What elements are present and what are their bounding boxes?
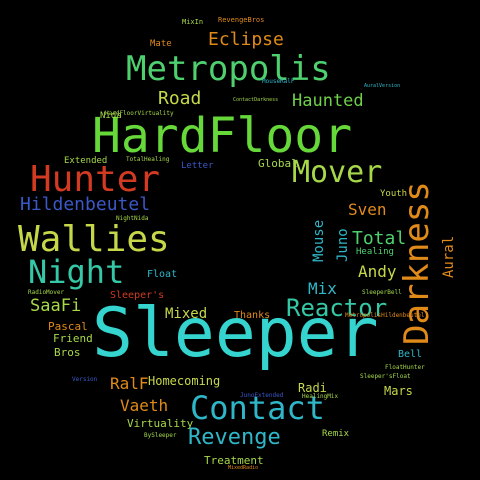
word-sleeper-bell: SleeperBell xyxy=(362,289,402,296)
word-by-sleeper: BySleeper xyxy=(144,432,177,439)
word-nida: Nida xyxy=(100,111,122,121)
word-sven: Sven xyxy=(348,200,387,219)
word-aural: Aural xyxy=(441,235,457,278)
word-mixed-radio: MixedRadio xyxy=(228,465,259,471)
word-revenge: Revenge xyxy=(188,425,281,450)
word-float-hunter: FloatHunter xyxy=(385,364,425,371)
word-mix-in: MixIn xyxy=(182,18,204,26)
word-youth: Youth xyxy=(380,189,408,199)
word-metropolis: Metropolis xyxy=(126,49,331,89)
word-juno-extended: JunoExtended xyxy=(240,392,284,399)
word-juno: Juno xyxy=(335,228,351,262)
word-mars: Mars xyxy=(384,384,413,398)
word-reactor: Reactor xyxy=(286,294,388,322)
word-night: Night xyxy=(28,253,125,291)
word-sleepers-float: Sleeper'sFloat xyxy=(360,373,411,380)
word-contact: Contact xyxy=(190,389,325,427)
word-mixed: Mixed xyxy=(165,306,208,322)
word-homecoming: Homecoming xyxy=(148,374,221,388)
word-andy: Andy xyxy=(358,262,397,281)
word-metropolis-hildenbeutel: MetropolisHildenbeutel xyxy=(345,312,425,319)
word-friend: Friend xyxy=(53,332,93,345)
word-healing-mix: HealingMix xyxy=(302,393,339,400)
word-hard-floor-virtuality: HardFloorVirtuality xyxy=(105,110,174,117)
word-extended: Extended xyxy=(64,156,108,166)
word-vaeth: Vaeth xyxy=(120,396,169,415)
word-hildenbeutel: Hildenbeutel xyxy=(20,194,151,215)
word-thanks: Thanks xyxy=(234,310,271,321)
word-bros: Bros xyxy=(54,346,81,359)
word-mix: Mix xyxy=(308,279,337,298)
word-ral-f: RalF xyxy=(110,374,149,393)
word-total-healing: TotalHealing xyxy=(126,156,170,163)
word-haunted: Haunted xyxy=(292,91,364,111)
word-mouse: Mouse xyxy=(311,219,327,262)
word-sleeper: Sleeper xyxy=(92,294,379,373)
word-sleepers: Sleeper's xyxy=(110,290,165,301)
word-hunter: Hunter xyxy=(30,159,161,200)
word-hard-floor: HardFloor xyxy=(92,108,353,164)
word-float: Float xyxy=(147,269,178,280)
word-total: Total xyxy=(352,228,407,249)
word-letter: Letter xyxy=(181,161,214,171)
word-darkness: Darkness xyxy=(397,181,437,345)
word-healing: Healing xyxy=(356,247,394,257)
word-contact-darkness: ContactDarkness xyxy=(233,97,279,103)
word-remix: Remix xyxy=(322,429,350,439)
word-aural-version: AuralVersion xyxy=(364,83,401,89)
word-eclipse: Eclipse xyxy=(208,29,284,50)
word-road: Road xyxy=(158,88,202,109)
word-wallies: Wallies xyxy=(18,219,170,260)
word-treatment: Treatment xyxy=(204,454,264,467)
word-night-nida: NightNida xyxy=(116,215,149,222)
word-radio-mover: RadioMover xyxy=(28,289,65,296)
word-version: Version xyxy=(72,376,98,383)
word-mover: Mover xyxy=(292,155,383,190)
word-virtuality: Virtuality xyxy=(127,417,194,430)
word-mate: Mate xyxy=(150,39,172,49)
word-saa-fi: SaaFi xyxy=(30,296,82,316)
word-pascal: Pascal xyxy=(48,320,88,333)
word-global: Global xyxy=(258,157,298,170)
word-bell: Bell xyxy=(398,349,423,360)
word-revenge-bros: RevengeBros xyxy=(218,16,265,24)
word-mouse-ral-f: MouseRalF xyxy=(262,78,295,85)
word-radi: Radi xyxy=(298,381,327,395)
